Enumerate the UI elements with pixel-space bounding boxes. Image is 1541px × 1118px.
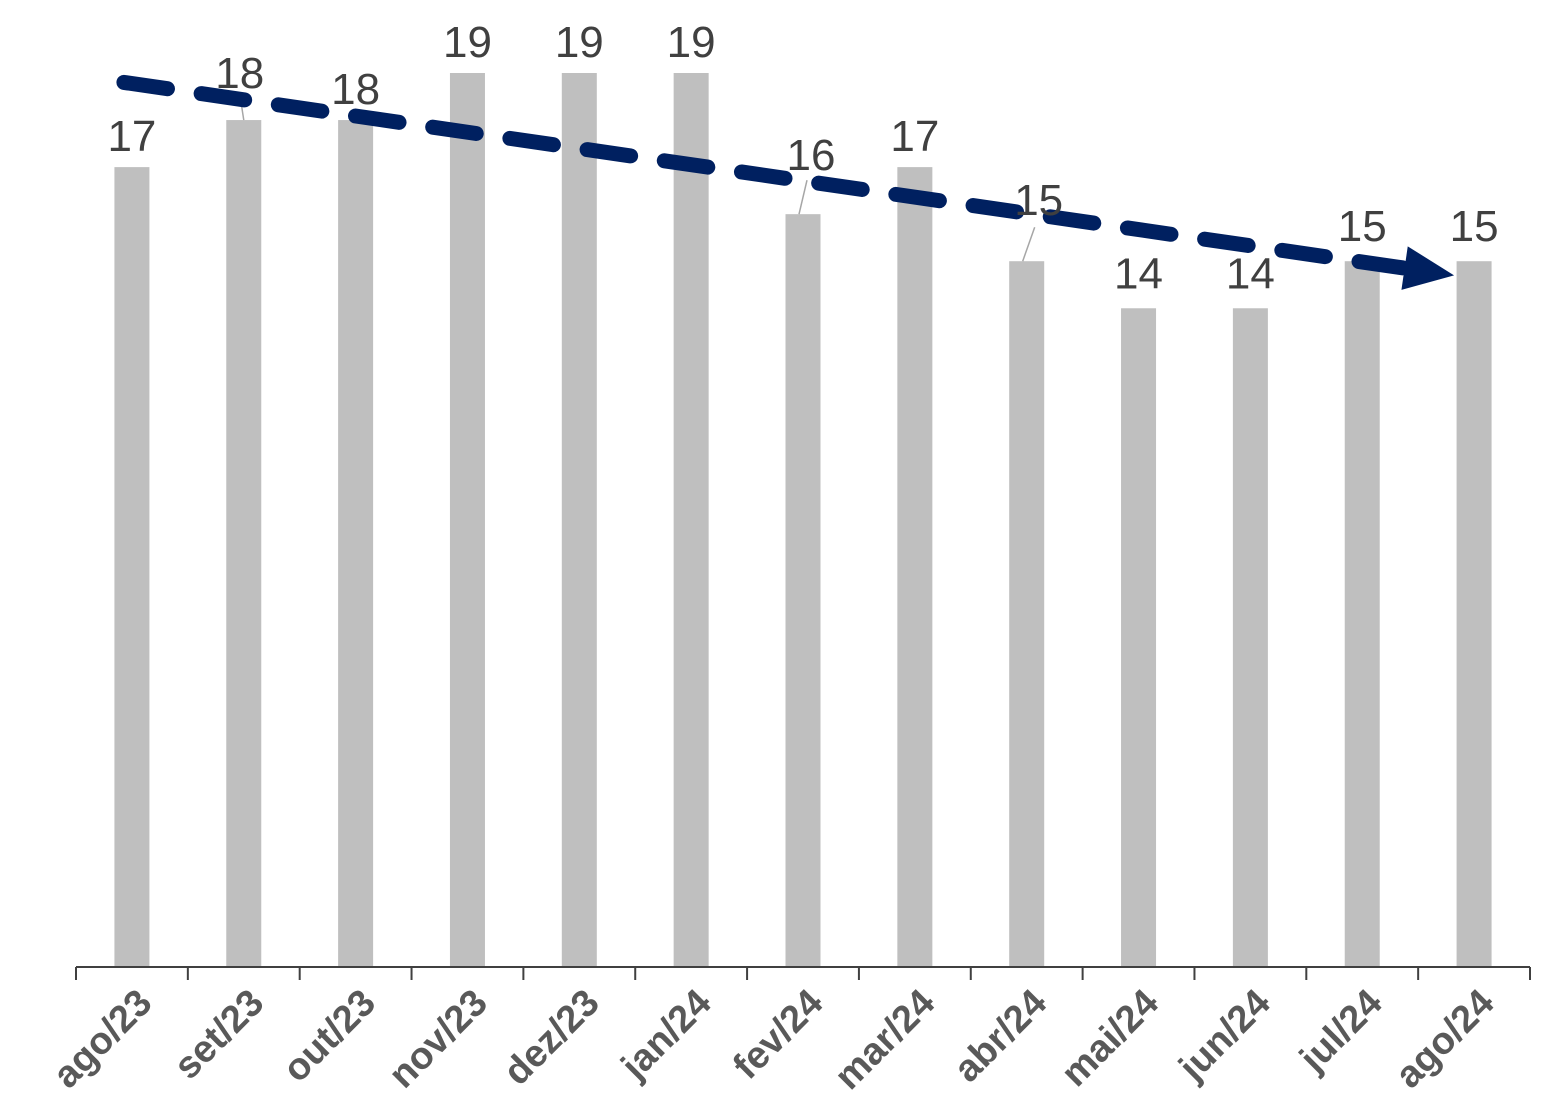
x-tick-label: nov/23 [381, 982, 496, 1097]
value-label: 14 [1114, 249, 1163, 298]
value-label: 16 [787, 131, 836, 180]
bar-fev-24 [785, 214, 821, 967]
x-tick-label: jan/24 [613, 982, 720, 1089]
value-label: 19 [443, 18, 492, 67]
value-label: 15 [1450, 202, 1499, 251]
bar-jun-24 [1232, 308, 1268, 967]
trend-arrowhead [1401, 246, 1455, 290]
bars-group [114, 73, 1492, 968]
leader-line [1021, 226, 1036, 262]
x-tick-label: fev/24 [725, 982, 831, 1088]
value-label: 17 [890, 112, 939, 161]
bar-dez-23 [561, 73, 597, 967]
x-tick-label: out/23 [275, 982, 384, 1091]
bar-nov-23 [449, 73, 485, 967]
x-tick-label: set/23 [166, 982, 272, 1088]
bar-out-23 [338, 120, 374, 968]
x-tick-label: abr/24 [946, 982, 1055, 1091]
value-label: 18 [331, 65, 380, 114]
x-axis [75, 966, 1531, 980]
x-tick-label: jul/24 [1291, 982, 1390, 1081]
trend-arrow-group [116, 74, 1455, 290]
trend-dashed-line [116, 74, 1413, 276]
bar-ago-23 [114, 167, 150, 967]
value-label: 15 [1014, 176, 1063, 225]
value-labels-group: 17 18 18 19 19 19 16 17 15 14 14 15 15 [107, 18, 1498, 298]
bar-abr-24 [1009, 261, 1045, 967]
value-label: 15 [1338, 202, 1387, 251]
bar-set-23 [226, 120, 262, 968]
bar-jul-24 [1344, 261, 1380, 967]
leader-line [798, 179, 808, 215]
x-tick-label: mar/24 [827, 982, 943, 1098]
value-label: 14 [1226, 249, 1275, 298]
bar-jan-24 [673, 73, 709, 967]
x-tick-label: ago/23 [45, 982, 160, 1097]
bar-mai-24 [1121, 308, 1157, 967]
x-tick-label: jun/24 [1171, 982, 1279, 1090]
x-tick-label: mai/24 [1054, 982, 1167, 1095]
x-tick-label: dez/23 [496, 982, 608, 1094]
value-label: 17 [107, 112, 156, 161]
value-label: 19 [555, 18, 604, 67]
value-label: 18 [215, 49, 264, 98]
bar-mar-24 [897, 167, 933, 967]
x-tick-label: ago/24 [1388, 982, 1503, 1097]
value-label: 19 [667, 18, 716, 67]
bar-ago-24 [1456, 261, 1492, 967]
